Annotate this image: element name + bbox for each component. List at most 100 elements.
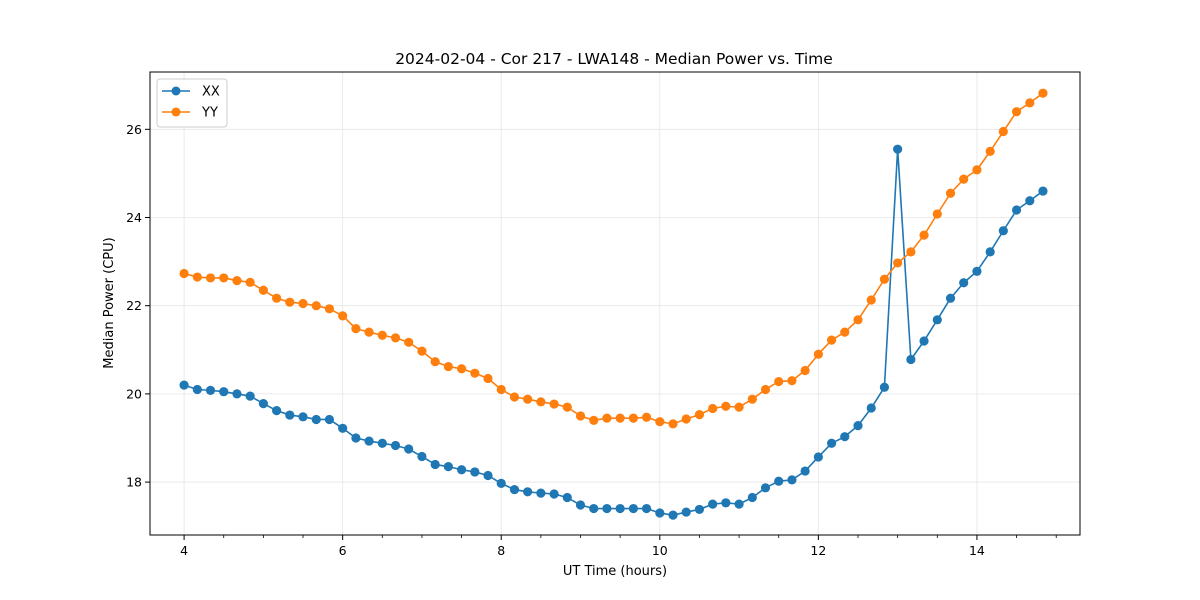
data-point-yy xyxy=(655,417,665,427)
data-point-xx xyxy=(813,452,823,462)
legend-marker-yy xyxy=(171,107,181,117)
data-point-xx xyxy=(364,436,374,446)
data-point-yy xyxy=(985,146,995,156)
ticks-layer: 4 6 8 10 12 14 18 20 22 24 26 xyxy=(126,122,1057,558)
data-point-xx xyxy=(721,498,731,508)
data-point-xx xyxy=(602,503,612,514)
data-point-xx xyxy=(377,438,387,448)
data-point-yy xyxy=(364,327,374,337)
data-point-yy xyxy=(972,165,982,175)
data-point-yy xyxy=(721,401,731,411)
data-point-xx xyxy=(417,451,427,462)
data-point-yy xyxy=(245,277,255,287)
data-point-xx xyxy=(179,380,189,390)
data-point-xx xyxy=(311,414,321,425)
data-point-yy xyxy=(417,346,427,356)
legend-label-xx: XX xyxy=(202,85,220,100)
data-point-yy xyxy=(708,403,718,414)
plot-frame xyxy=(149,71,1081,536)
legend-marker-xx xyxy=(171,86,181,96)
data-point-yy xyxy=(694,410,705,420)
x-axis-title: UT Time (hours) xyxy=(563,564,667,579)
data-point-yy xyxy=(998,126,1008,137)
data-point-yy xyxy=(509,392,520,402)
data-point-yy xyxy=(562,402,572,412)
data-point-yy xyxy=(932,209,942,219)
data-point-xx xyxy=(840,432,850,442)
data-point-yy xyxy=(919,230,929,240)
data-point-xx xyxy=(285,410,295,420)
data-point-yy xyxy=(523,394,533,404)
data-point-yy xyxy=(893,258,903,268)
data-point-xx xyxy=(496,478,506,489)
data-point-xx xyxy=(893,144,903,154)
x-tick-label: 12 xyxy=(810,543,826,558)
data-point-yy xyxy=(549,399,559,409)
data-point-yy xyxy=(377,330,387,340)
y-axis-title: Median Power (CPU) xyxy=(102,237,117,368)
data-point-yy xyxy=(959,174,969,184)
data-point-xx xyxy=(562,492,572,503)
data-point-yy xyxy=(311,301,321,311)
legend: XX YY xyxy=(156,78,228,128)
x-tick-label: 14 xyxy=(969,543,985,558)
data-point-yy xyxy=(338,311,348,321)
data-point-xx xyxy=(655,508,665,518)
legend-label-yy: YY xyxy=(201,106,218,121)
data-point-xx xyxy=(760,483,771,493)
x-tick-label: 10 xyxy=(652,543,668,558)
y-tick-label: 18 xyxy=(126,475,142,490)
data-point-yy xyxy=(496,384,506,395)
data-point-xx xyxy=(628,503,638,514)
data-point-yy xyxy=(470,368,480,378)
data-point-xx xyxy=(734,499,744,509)
x-tick-label: 8 xyxy=(497,543,505,558)
data-point-yy xyxy=(1038,88,1048,98)
data-point-yy xyxy=(866,295,876,305)
data-point-xx xyxy=(787,475,797,485)
data-point-xx xyxy=(932,315,942,325)
data-point-yy xyxy=(787,376,797,386)
chart-title: 2024-02-04 - Cor 217 - LWA148 - Median P… xyxy=(395,50,833,68)
data-point-yy xyxy=(681,414,691,424)
data-point-xx xyxy=(827,438,837,448)
data-point-yy xyxy=(827,335,837,345)
y-tick-label: 26 xyxy=(126,122,142,137)
data-point-xx xyxy=(1038,186,1048,196)
data-point-yy xyxy=(760,384,771,395)
data-point-yy xyxy=(945,188,956,198)
data-point-yy xyxy=(668,419,678,429)
data-point-yy xyxy=(774,376,784,387)
data-point-yy xyxy=(879,274,890,284)
data-point-xx xyxy=(1011,205,1022,215)
data-point-yy xyxy=(351,324,361,334)
data-point-yy xyxy=(179,268,189,279)
data-point-xx xyxy=(879,382,890,392)
data-point-xx xyxy=(232,389,242,399)
data-point-xx xyxy=(774,476,784,486)
data-point-xx xyxy=(338,423,348,433)
data-point-yy xyxy=(404,337,414,347)
data-point-xx xyxy=(390,440,401,451)
data-point-yy xyxy=(615,413,625,423)
data-point-xx xyxy=(192,384,202,395)
legend-entry-yy: YY xyxy=(162,106,218,121)
data-point-xx xyxy=(641,503,652,514)
data-point-yy xyxy=(390,333,401,343)
data-point-yy xyxy=(430,357,440,367)
data-point-yy xyxy=(602,413,612,423)
data-point-yy xyxy=(589,415,599,425)
x-tick-label: 4 xyxy=(180,543,188,558)
data-point-xx xyxy=(575,500,586,510)
data-point-xx xyxy=(298,412,308,422)
data-point-yy xyxy=(641,412,652,422)
data-point-yy xyxy=(747,394,757,404)
data-point-xx xyxy=(945,293,956,303)
x-tick-label: 6 xyxy=(339,543,347,558)
data-point-yy xyxy=(219,273,229,283)
data-point-yy xyxy=(232,275,242,286)
data-point-xx xyxy=(549,489,559,499)
data-point-xx xyxy=(747,492,757,503)
data-point-yy xyxy=(840,327,850,337)
